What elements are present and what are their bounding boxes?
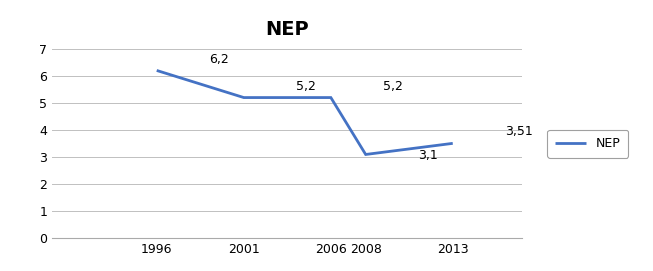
Text: 3,51: 3,51 bbox=[505, 125, 533, 138]
NEP bbox=[449, 142, 456, 145]
Line: NEP: NEP bbox=[157, 70, 453, 154]
Title: NEP: NEP bbox=[266, 20, 309, 39]
Text: 5,2: 5,2 bbox=[296, 80, 316, 93]
NEP bbox=[240, 96, 247, 99]
Legend: NEP: NEP bbox=[547, 130, 628, 158]
Text: 3,1: 3,1 bbox=[418, 149, 438, 162]
Text: 6,2: 6,2 bbox=[209, 53, 229, 66]
Text: 5,2: 5,2 bbox=[383, 80, 403, 93]
NEP bbox=[327, 96, 335, 99]
NEP bbox=[362, 153, 370, 156]
NEP bbox=[153, 69, 161, 72]
